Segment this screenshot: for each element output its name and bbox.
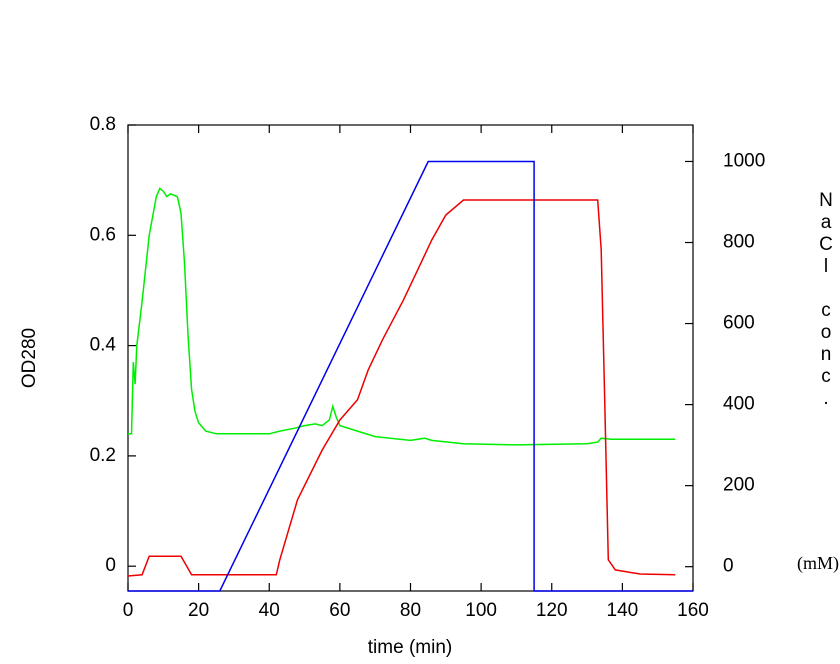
x-tick-label: 40 [259, 600, 280, 621]
plot-frame [127, 124, 694, 592]
x-tick-label: 20 [188, 600, 209, 621]
x-tick-label: 140 [607, 600, 639, 621]
x-axis-label: time (min) [368, 637, 452, 658]
y-tick-label: 0 [105, 555, 116, 576]
line-series [128, 160, 693, 592]
y-tick-label: 0.2 [90, 445, 116, 466]
y2-tick-label: 400 [723, 394, 755, 415]
y2-tick-label: 800 [723, 232, 755, 253]
y2-axis-unit: (mM) [797, 553, 839, 574]
y-axis-label: OD280 [19, 328, 40, 388]
x-tick-label: 160 [677, 600, 709, 621]
x-tick-label: 100 [465, 600, 497, 621]
x-tick-label: 0 [123, 600, 134, 621]
y2-axis-label: NaCl conc. [816, 190, 837, 410]
line-series [127, 199, 676, 577]
line-series [128, 187, 676, 446]
y2-tick-label: 200 [723, 475, 755, 496]
y-tick-label: 0.6 [90, 224, 116, 245]
y2-tick-label: 600 [723, 313, 755, 334]
y-tick-label: 0.8 [90, 114, 116, 135]
y2-tick-label: 0 [723, 556, 734, 577]
x-tick-label: 120 [536, 600, 568, 621]
x-tick-label: 80 [400, 600, 421, 621]
y2-tick-label: 1000 [723, 150, 765, 171]
y-tick-label: 0.4 [90, 335, 117, 356]
x-tick-label: 60 [329, 600, 350, 621]
